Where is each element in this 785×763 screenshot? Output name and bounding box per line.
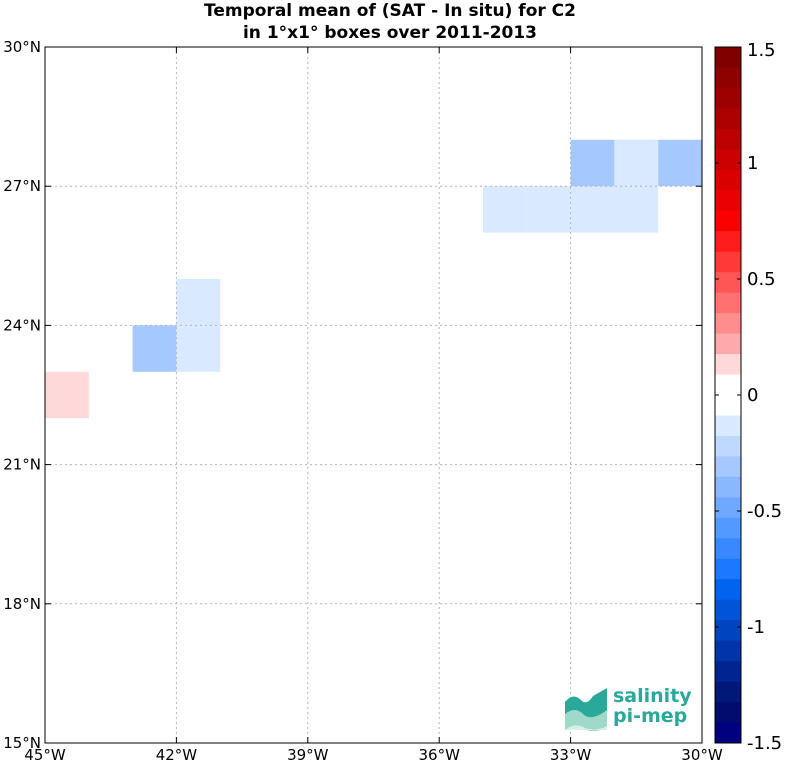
heatmap-cell xyxy=(614,186,659,233)
colorbar-segment xyxy=(715,231,741,253)
colorbar-segment xyxy=(715,67,741,89)
colorbar-segment xyxy=(715,169,741,191)
colorbar-segment xyxy=(715,313,741,335)
wave-logo-icon xyxy=(565,688,607,731)
colorbar-segment xyxy=(715,395,741,416)
colorbar-segment xyxy=(715,579,741,601)
colorbar-segment xyxy=(715,538,741,560)
colorbar-segment xyxy=(715,333,741,355)
colorbar-segment xyxy=(715,435,741,457)
heatmap-cell xyxy=(526,186,571,233)
title-line-2: in 1°x1° boxes over 2011-2013 xyxy=(242,23,538,43)
x-tick-label: 42°W xyxy=(156,746,198,763)
colorbar-segment xyxy=(715,702,741,724)
colorbar-segment xyxy=(715,620,741,642)
colorbar-segment xyxy=(715,47,741,68)
heatmap-cell xyxy=(483,186,527,233)
colorbar-segment xyxy=(715,497,741,519)
x-tick-label: 36°W xyxy=(418,746,460,763)
colorbar-segment xyxy=(715,108,741,130)
x-tick-label: 45°W xyxy=(24,746,66,763)
colorbar-segment xyxy=(715,292,741,314)
colorbar-tick-label: 1.5 xyxy=(747,40,776,61)
colorbar-segment xyxy=(715,456,741,478)
title-line-1: Temporal mean of (SAT - In situ) for C2 xyxy=(204,1,576,21)
heatmap-cell xyxy=(614,139,659,187)
plot-frame xyxy=(44,46,703,744)
heatmap-cell xyxy=(658,139,702,187)
x-tick-label: 33°W xyxy=(550,746,592,763)
colorbar-tick-label: -1.5 xyxy=(747,733,782,754)
colorbar-segment xyxy=(715,272,741,294)
colorbar-segment xyxy=(715,210,741,232)
colorbar-tick-label: -1 xyxy=(747,617,765,638)
colorbar-segment xyxy=(715,251,741,273)
y-tick-label: 15°N xyxy=(3,734,41,752)
y-tick-label: 27°N xyxy=(3,177,41,195)
heatmap-cell xyxy=(132,325,177,372)
salinity-pimep-logo: salinity pi-mep xyxy=(563,684,703,734)
colorbar-segment xyxy=(715,476,741,498)
colorbar-tick-label: 0.5 xyxy=(747,269,776,290)
colorbar-tick-label: -0.5 xyxy=(747,501,782,522)
colorbar-segment xyxy=(715,374,741,396)
heatmap-cell xyxy=(570,139,615,187)
colorbar-tick-label: 0 xyxy=(747,385,758,406)
heatmap-cell xyxy=(570,186,615,233)
heatmap-cell xyxy=(45,371,89,419)
colorbar-segment xyxy=(715,87,741,109)
x-tick-label: 39°W xyxy=(287,746,329,763)
colorbar-segment xyxy=(715,661,741,683)
colorbar-segment xyxy=(715,415,741,437)
colorbar-segment xyxy=(715,517,741,539)
colorbar-segment xyxy=(715,558,741,580)
colorbar-segment xyxy=(715,599,741,621)
heatmap-cell xyxy=(176,325,221,372)
colorbar-segment xyxy=(715,190,741,212)
colorbar-segment xyxy=(715,354,741,376)
y-tick-label: 21°N xyxy=(3,456,41,474)
y-tick-label: 18°N xyxy=(3,595,41,613)
logo-text-pimep: pi-mep xyxy=(613,705,688,727)
colorbar-segment xyxy=(715,149,741,171)
x-tick-label: 30°W xyxy=(681,746,723,763)
colorbar-segment xyxy=(715,722,741,744)
colorbar-segment xyxy=(715,681,741,703)
colorbar-segment xyxy=(715,640,741,662)
colorbar-tick-label: 1 xyxy=(747,153,758,174)
y-tick-label: 30°N xyxy=(3,38,41,56)
logo-text-salinity: salinity xyxy=(613,685,692,707)
heatmap-cell xyxy=(176,279,221,326)
colorbar-segment xyxy=(715,128,741,150)
chart-title: Temporal mean of (SAT - In situ) for C2 … xyxy=(40,0,740,44)
y-tick-label: 24°N xyxy=(3,316,41,334)
